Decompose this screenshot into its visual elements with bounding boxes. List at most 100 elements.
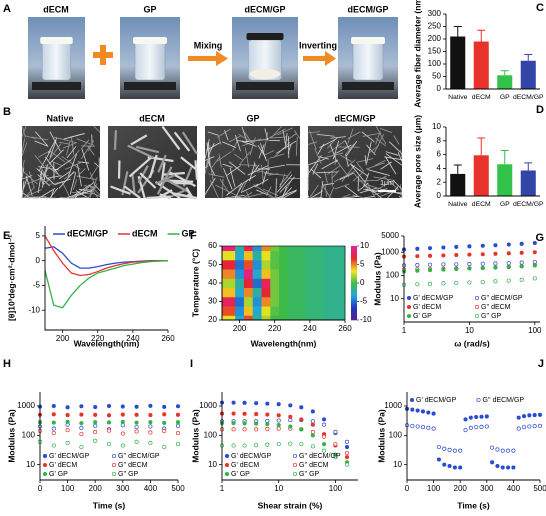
sem-fiber [161, 125, 181, 151]
sem-fiber [336, 159, 350, 178]
point [427, 268, 433, 273]
heat-cell [235, 259, 245, 270]
heat-cell [340, 259, 346, 270]
x-tick-label: 10 [274, 484, 283, 493]
sem-fiber [173, 192, 198, 200]
x-tick-label: 400 [144, 484, 158, 493]
point [93, 405, 98, 410]
heat-cell [279, 315, 289, 321]
point [427, 262, 433, 267]
point [420, 425, 426, 430]
point [410, 407, 415, 412]
heat-cell [222, 250, 236, 261]
point [415, 408, 420, 413]
panel-letter: A [3, 3, 11, 15]
photo-label: dECM [43, 4, 69, 14]
sem-fiber [81, 181, 95, 194]
point [120, 419, 125, 425]
sem-fiber [356, 162, 365, 172]
x-tick-label: 1 [402, 326, 407, 335]
point [288, 403, 293, 408]
bar [473, 155, 489, 196]
heat-cell [314, 246, 324, 252]
point [310, 433, 315, 438]
point [242, 421, 247, 426]
heat-cell [252, 246, 262, 252]
sem-fiber [61, 156, 81, 170]
legend-label: GP [182, 228, 195, 238]
colorbar-step [351, 281, 357, 284]
sem-fiber [241, 140, 257, 147]
point [265, 412, 270, 417]
point [516, 415, 521, 420]
holder [342, 82, 394, 90]
point [500, 465, 505, 470]
heat-cell [287, 278, 298, 289]
point [452, 448, 457, 453]
point [148, 430, 153, 435]
gel [249, 69, 281, 79]
sem-fiber [340, 154, 352, 162]
sem-fiber [234, 134, 241, 152]
colorbar-step [351, 301, 357, 304]
sem-fiber [24, 135, 37, 140]
y-tick-label: 4 [437, 164, 442, 173]
sem-fiber [351, 164, 366, 183]
point [493, 265, 498, 270]
colorbar-step [351, 271, 357, 275]
heat-cell [305, 287, 315, 298]
point [51, 420, 56, 425]
heat-cell [287, 287, 298, 298]
point [441, 245, 446, 250]
legend-marker [42, 471, 48, 477]
sem-fiber [53, 136, 78, 144]
legend-label: G'' dECM/GP [299, 453, 341, 460]
sem-fiber [93, 162, 101, 168]
image-label: dECM/GP [334, 113, 375, 123]
heat-cell [323, 287, 333, 298]
image-label: Native [46, 113, 73, 123]
heat-cell [222, 287, 236, 298]
sem-fiber [275, 178, 277, 198]
point [65, 428, 70, 433]
point [265, 426, 270, 431]
sem-fiber [393, 135, 400, 145]
legend-marker [42, 453, 48, 459]
point [458, 448, 463, 453]
sem-fiber [48, 149, 64, 165]
sem-fiber [226, 165, 241, 176]
sem-fiber [31, 136, 49, 141]
y-tick-label: 10 [26, 460, 35, 469]
axes [445, 14, 540, 90]
point [310, 419, 315, 424]
sem-fiber [249, 137, 256, 156]
heat-cell [296, 246, 306, 252]
sem-fiber [89, 172, 96, 187]
heat-cell [252, 315, 262, 321]
point [479, 414, 484, 419]
sem-fiber [123, 185, 141, 199]
axes [403, 236, 540, 323]
sem-fiber [357, 182, 369, 192]
sem-fiber [319, 138, 338, 148]
sem-fiber [217, 134, 222, 145]
sem-fiber [157, 154, 167, 173]
sem-fiber [131, 174, 136, 193]
y-tick-label: 0 [437, 191, 442, 200]
y-tick-label: 8 [437, 136, 442, 145]
point [106, 442, 112, 447]
sem-fiber [157, 189, 173, 199]
y-tick-label: 10 [208, 460, 217, 469]
heat-cell [296, 278, 306, 289]
point [454, 252, 459, 258]
bar [520, 60, 536, 89]
legend-label: dECM/GP [67, 228, 108, 238]
sem-fiber [21, 178, 28, 193]
vial [41, 39, 72, 81]
x-tick-label: 260 [338, 324, 352, 333]
heat-cell [270, 250, 280, 261]
x-tick-label: 100 [61, 484, 75, 493]
heat-cell [340, 306, 346, 316]
point [463, 417, 468, 422]
sem-fiber [262, 188, 279, 196]
